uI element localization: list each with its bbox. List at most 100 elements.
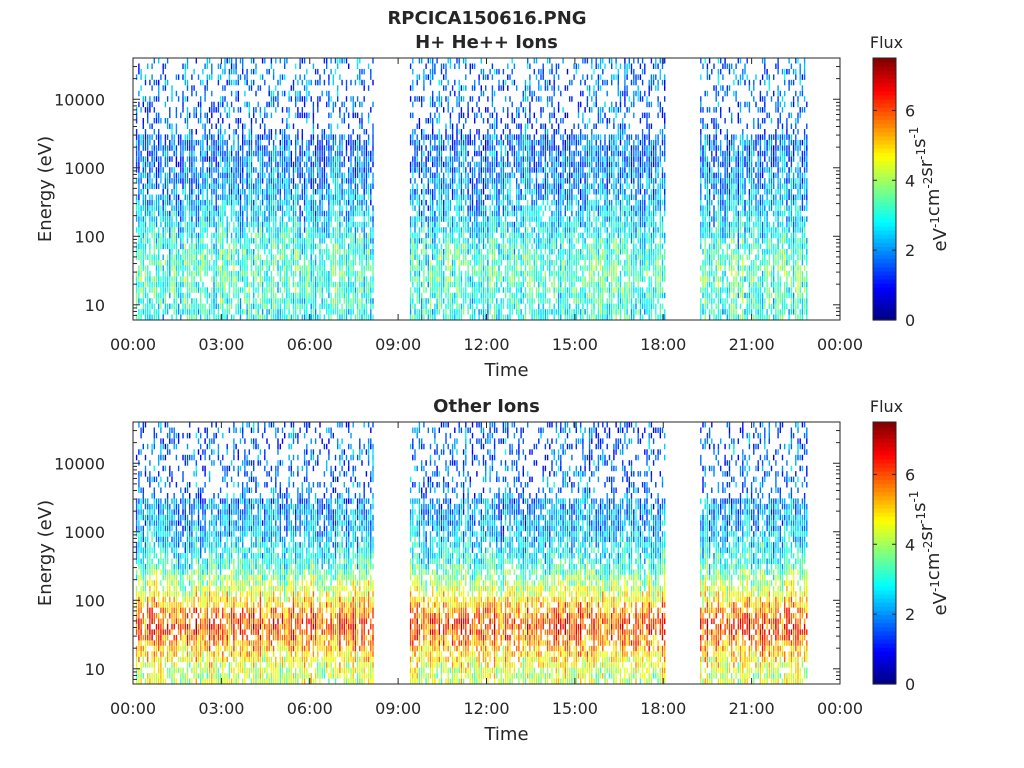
spectrogram-cell bbox=[432, 265, 433, 271]
spectrogram-cell bbox=[222, 304, 223, 310]
spectrogram-cell bbox=[167, 260, 168, 266]
spectrogram-cell bbox=[196, 309, 197, 315]
spectrogram-cell bbox=[474, 113, 475, 119]
spectrogram-cell bbox=[143, 124, 144, 130]
spectrogram-cell bbox=[348, 200, 349, 206]
spectrogram-cell bbox=[171, 255, 172, 261]
spectrogram-cell bbox=[520, 287, 521, 293]
spectrogram-cell bbox=[507, 140, 508, 146]
spectrogram-cell bbox=[169, 107, 170, 113]
spectrogram-cell bbox=[505, 271, 506, 277]
spectrogram-cell bbox=[185, 145, 186, 151]
spectrogram-cell bbox=[140, 255, 141, 261]
spectrogram-cell bbox=[140, 151, 141, 157]
spectrogram-cell bbox=[361, 184, 362, 190]
spectrogram-cell bbox=[193, 200, 194, 206]
spectrogram-cell bbox=[423, 184, 424, 190]
spectrogram-cell bbox=[253, 287, 254, 293]
spectrogram-cell bbox=[350, 189, 351, 195]
spectrogram-cell bbox=[514, 211, 515, 217]
spectrogram-cell bbox=[330, 315, 331, 321]
spectrogram-cell bbox=[189, 282, 190, 288]
spectrogram-cell bbox=[266, 309, 267, 315]
spectrogram-cell bbox=[439, 265, 440, 271]
spectrogram-cell bbox=[280, 304, 281, 310]
spectrogram-cell bbox=[483, 293, 484, 299]
spectrogram-cell bbox=[439, 200, 440, 206]
spectrogram-cell bbox=[430, 80, 431, 86]
spectrogram-cell bbox=[282, 91, 283, 97]
spectrogram-cell bbox=[293, 184, 294, 190]
spectrogram-cell bbox=[242, 260, 243, 266]
spectrogram-cell bbox=[445, 304, 446, 310]
spectrogram-cell bbox=[174, 145, 175, 151]
spectrogram-cell bbox=[350, 298, 351, 304]
spectrogram-cell bbox=[147, 255, 148, 261]
spectrogram-cell bbox=[233, 178, 234, 184]
spectrogram-cell bbox=[355, 156, 356, 162]
spectrogram-cell bbox=[507, 298, 508, 304]
spectrogram-cell bbox=[149, 184, 150, 190]
spectrogram-cell bbox=[487, 227, 488, 233]
spectrogram-cell bbox=[313, 265, 314, 271]
spectrogram-cell bbox=[364, 151, 365, 157]
spectrogram-cell bbox=[275, 255, 276, 261]
spectrogram-cell bbox=[483, 167, 484, 173]
spectrogram-cell bbox=[459, 118, 460, 124]
spectrogram-cell bbox=[182, 227, 183, 233]
spectrogram-cell bbox=[470, 293, 471, 299]
spectrogram-cell bbox=[436, 145, 437, 151]
spectrogram-cell bbox=[302, 244, 303, 250]
spectrogram-cell bbox=[145, 293, 146, 299]
spectrogram-cell bbox=[264, 162, 265, 168]
spectrogram-cell bbox=[295, 293, 296, 299]
spectrogram-cell bbox=[182, 293, 183, 299]
spectrogram-cell bbox=[498, 287, 499, 293]
spectrogram-cell bbox=[483, 184, 484, 190]
spectrogram-cell bbox=[275, 298, 276, 304]
spectrogram-cell bbox=[202, 145, 203, 151]
spectrogram-cell bbox=[180, 315, 181, 321]
spectrogram-cell bbox=[359, 287, 360, 293]
spectrogram-cell bbox=[209, 200, 210, 206]
spectrogram-cell bbox=[145, 238, 146, 244]
spectrogram-cell bbox=[474, 173, 475, 179]
spectrogram-cell bbox=[478, 260, 479, 266]
spectrogram-cell bbox=[218, 145, 219, 151]
spectrogram-cell bbox=[233, 173, 234, 179]
spectrogram-cell bbox=[227, 167, 228, 173]
spectrogram-cell bbox=[207, 298, 208, 304]
spectrogram-cell bbox=[196, 205, 197, 211]
spectrogram-cell bbox=[158, 227, 159, 233]
spectrogram-cell bbox=[227, 173, 228, 179]
spectrogram-cell bbox=[454, 167, 455, 173]
spectrogram-cell bbox=[171, 205, 172, 211]
spectrogram-cell bbox=[299, 298, 300, 304]
spectrogram-cell bbox=[339, 315, 340, 321]
spectrogram-cell bbox=[304, 178, 305, 184]
spectrogram-cell bbox=[326, 271, 327, 277]
spectrogram-cell bbox=[514, 255, 515, 261]
spectrogram-cell bbox=[216, 265, 217, 271]
spectrogram-cell bbox=[193, 244, 194, 250]
spectrogram-cell bbox=[487, 195, 488, 201]
spectrogram-cell bbox=[357, 227, 358, 233]
spectrogram-cell bbox=[174, 309, 175, 315]
spectrogram-cell bbox=[149, 216, 150, 222]
spectrogram-cell bbox=[452, 184, 453, 190]
spectrogram-cell bbox=[253, 222, 254, 228]
spectrogram-cell bbox=[509, 96, 510, 102]
spectrogram-cell bbox=[498, 178, 499, 184]
spectrogram-cell bbox=[156, 238, 157, 244]
spectrogram-cell bbox=[496, 178, 497, 184]
spectrogram-cell bbox=[227, 293, 228, 299]
spectrogram-cell bbox=[465, 178, 466, 184]
spectrogram-cell bbox=[213, 211, 214, 217]
spectrogram-cell bbox=[189, 189, 190, 195]
spectrogram-cell bbox=[465, 58, 466, 64]
spectrogram-cell bbox=[231, 298, 232, 304]
spectrogram-cell bbox=[448, 233, 449, 239]
spectrogram-cell bbox=[443, 227, 444, 233]
spectrogram-cell bbox=[319, 184, 320, 190]
spectrogram-cell bbox=[346, 222, 347, 228]
